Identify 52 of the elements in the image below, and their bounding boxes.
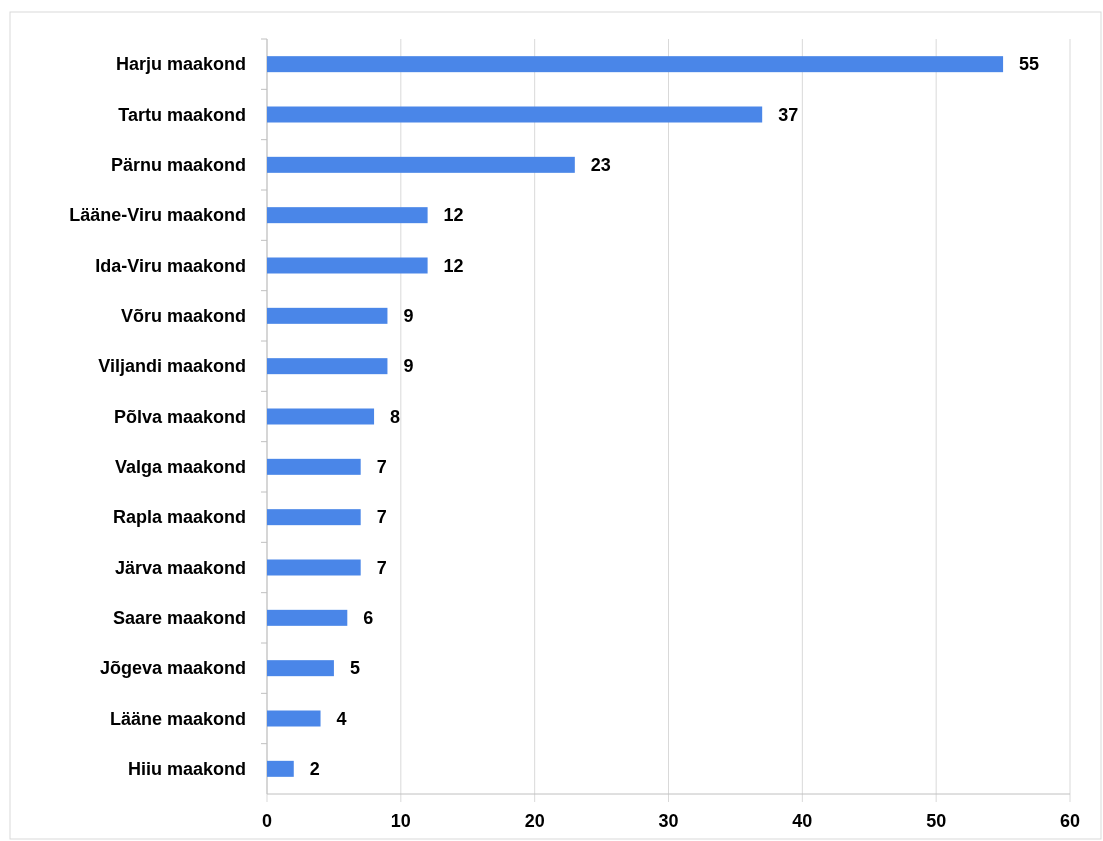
data-label: 8 [390, 406, 401, 427]
bar [267, 156, 575, 173]
data-label: 7 [376, 507, 387, 528]
bar [267, 710, 321, 727]
data-label: 9 [403, 356, 414, 377]
x-tick-label: 10 [390, 811, 411, 832]
bar [267, 257, 428, 274]
x-tick-label: 0 [261, 811, 273, 832]
data-label: 7 [376, 557, 387, 578]
bar [267, 660, 334, 677]
data-label: 12 [443, 255, 464, 276]
x-tick-label: 30 [658, 811, 679, 832]
bar [267, 609, 348, 626]
y-tick-label: Jõgeva maakond [99, 658, 246, 679]
y-tick-label: Hiiu maakond [127, 759, 246, 780]
bar [267, 358, 388, 375]
bar [267, 408, 375, 425]
data-label: 7 [376, 457, 387, 478]
bar [267, 509, 361, 526]
bar [267, 56, 1004, 73]
y-tick-label: Järva maakond [114, 557, 246, 578]
y-tick-label: Lääne maakond [109, 708, 246, 729]
bar [267, 559, 361, 576]
bar [267, 760, 294, 777]
y-tick-label: Tartu maakond [118, 104, 246, 125]
data-label: 9 [403, 306, 414, 327]
y-tick-label: Põlva maakond [113, 406, 246, 427]
bar [267, 106, 763, 123]
x-tick-label: 60 [1059, 811, 1081, 832]
y-tick-label: Valga maakond [114, 457, 246, 478]
data-label: 5 [349, 658, 360, 679]
y-tick-label: Saare maakond [112, 608, 246, 629]
data-label: 23 [590, 155, 611, 176]
x-tick-label: 50 [926, 811, 947, 832]
y-tick-label: Lääne-Viru maakond [69, 205, 246, 226]
bar [267, 458, 361, 475]
x-tick-label: 40 [792, 811, 813, 832]
y-tick-label: Ida-Viru maakond [95, 255, 246, 276]
y-tick-label: Pärnu maakond [110, 155, 246, 176]
y-tick-label: Võru maakond [120, 306, 246, 327]
data-label: 55 [1019, 54, 1040, 75]
data-label: 6 [363, 608, 374, 629]
data-label: 12 [443, 205, 464, 226]
bar [267, 207, 428, 224]
bar [267, 307, 388, 324]
y-tick-label: Harju maakond [115, 54, 246, 75]
data-label: 2 [309, 759, 320, 780]
data-label: 37 [778, 104, 799, 125]
y-tick-label: Rapla maakond [112, 507, 246, 528]
data-label: 4 [336, 708, 347, 729]
x-tick-label: 20 [524, 811, 545, 832]
y-tick-label: Viljandi maakond [98, 356, 246, 377]
